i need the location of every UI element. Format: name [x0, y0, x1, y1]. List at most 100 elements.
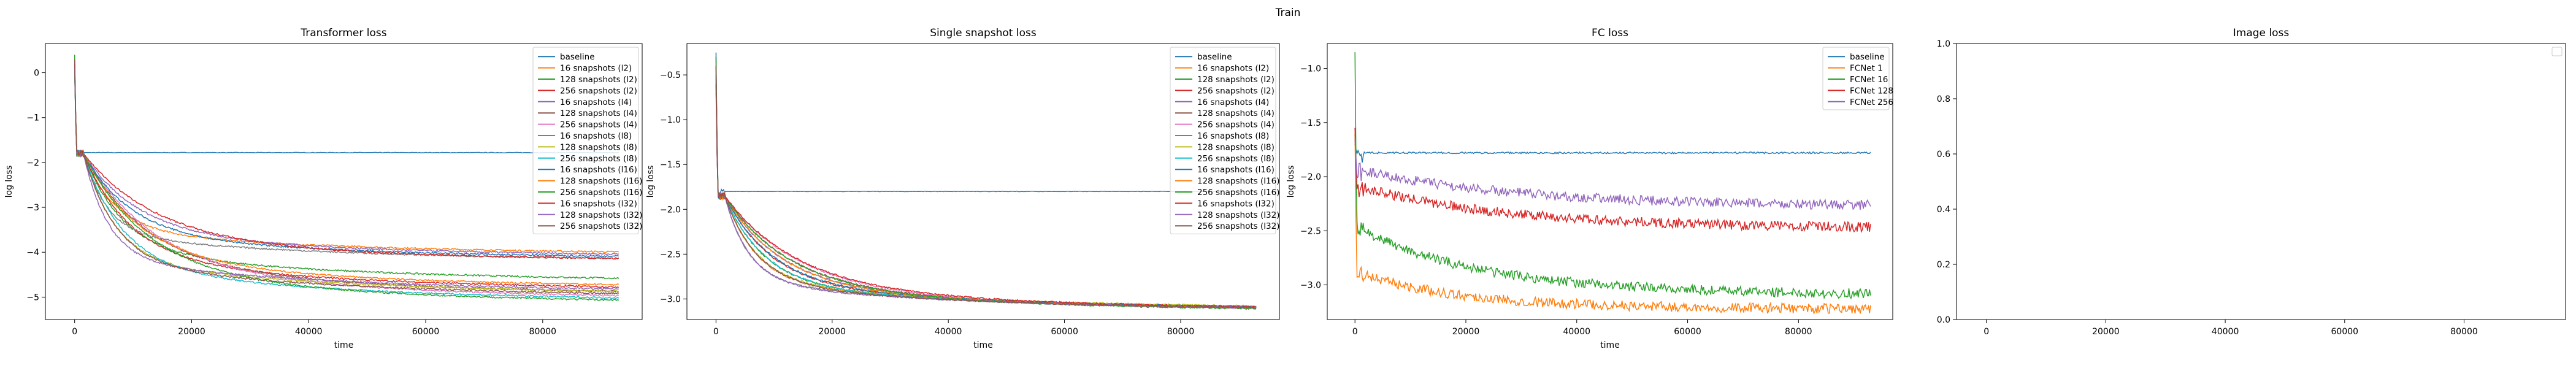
- series-group: [1354, 52, 1871, 315]
- series-line: [74, 68, 619, 291]
- panel-2: Single snapshot loss 0 20000 40000 60000 8000…: [646, 27, 1280, 350]
- y-axis-label: log loss: [4, 166, 14, 198]
- panel-title: FC loss: [1592, 27, 1628, 39]
- panel-4: Image loss 0 20000 40000 60000 80000 0.0 0.2 0.4…: [1937, 27, 2566, 337]
- axes-frame: [45, 43, 643, 320]
- series-line: [74, 72, 619, 302]
- y-tick-label: −0.5: [660, 71, 681, 80]
- panel-3: FC loss 0 20000 40000 60000 80000 −3.0 −2.5 −2.0…: [1286, 27, 1893, 350]
- legend-entry: 256 snapshots (l16): [560, 188, 642, 197]
- legend-entry: 256 snapshots (l4): [1197, 120, 1275, 130]
- x-tick-label: 20000: [2092, 327, 2120, 337]
- legend-entry: 256 snapshots (l32): [1197, 221, 1279, 231]
- legend-entry: 256 snapshots (l32): [560, 221, 642, 231]
- x-tick-label: 40000: [935, 327, 962, 337]
- y-tick-label: −2: [26, 158, 39, 168]
- x-axis-label: time: [334, 340, 354, 350]
- legend-entry: 128 snapshots (l16): [560, 177, 642, 186]
- legend-entry: 16 snapshots (l16): [1197, 165, 1275, 175]
- legend-entry: baseline: [560, 52, 595, 62]
- y-tick-label: 0.2: [1937, 260, 1950, 270]
- series-line: [715, 83, 1257, 309]
- x-tick-label: 0: [1352, 327, 1358, 337]
- legend-entry: 128 snapshots (l4): [560, 109, 637, 118]
- legend-entry: 128 snapshots (l8): [560, 142, 637, 152]
- panel-title: Image loss: [2233, 27, 2290, 39]
- series-line: [715, 52, 1257, 196]
- series-group: [74, 55, 619, 302]
- y-tick-label: −2.5: [1300, 226, 1321, 236]
- x-tick-label: 20000: [1452, 327, 1480, 337]
- x-tick-label: 80000: [529, 327, 557, 337]
- x-tick-label: 60000: [2331, 327, 2359, 337]
- y-tick-label: −1.0: [660, 115, 681, 125]
- y-tick-label: −1.5: [1300, 118, 1321, 128]
- legend-entry: 16 snapshots (l4): [560, 98, 632, 107]
- x-tick-label: 60000: [412, 327, 440, 337]
- y-tick-label: 0.6: [1937, 150, 1950, 159]
- y-axis-label: log loss: [1286, 166, 1296, 198]
- legend-entry: 256 snapshots (l4): [560, 120, 637, 130]
- legend-entry: 128 snapshots (l8): [1197, 142, 1275, 152]
- x-tick-label: 0: [713, 327, 719, 337]
- y-tick-label: −1: [26, 113, 39, 123]
- series-group: [715, 52, 1257, 310]
- x-tick-label: 80000: [2450, 327, 2478, 337]
- y-tick-label: −1.5: [660, 160, 681, 170]
- legend-entry: FCNet 1: [1850, 64, 1883, 74]
- legend-frame: [1822, 47, 1890, 110]
- panel-1: Transformer loss 0 20000 40000 60000 80000 −5 −…: [4, 27, 643, 350]
- legend-frame: [532, 47, 639, 234]
- series-line: [74, 63, 619, 256]
- legend-entry: 128 snapshots (l4): [1197, 109, 1275, 118]
- x-tick-label: 0: [72, 327, 77, 337]
- y-tick-label: 0.4: [1937, 205, 1950, 215]
- y-tick-label: 0.0: [1937, 315, 1950, 325]
- y-tick-label: 0: [34, 69, 39, 79]
- series-line: [1354, 144, 1871, 163]
- legend-entry: 16 snapshots (l4): [1197, 98, 1269, 107]
- series-line: [74, 63, 619, 156]
- panel-title: Transformer loss: [300, 27, 386, 39]
- y-tick-label: −2.5: [660, 250, 681, 259]
- series-line: [1354, 52, 1871, 300]
- legend-entry: 16 snapshots (l2): [560, 64, 632, 74]
- series-line: [74, 59, 619, 253]
- axes-frame: [686, 43, 1280, 320]
- y-tick-label: −2.0: [660, 205, 681, 215]
- y-tick-label: −2.0: [1300, 172, 1321, 182]
- legend-frame-empty: [2551, 47, 2563, 56]
- y-tick-label: −1.0: [1300, 64, 1321, 74]
- y-tick-label: −3.0: [660, 294, 681, 304]
- legend-entry: 16 snapshots (l2): [1197, 64, 1269, 74]
- legend-entry: 128 snapshots (l32): [560, 210, 642, 220]
- legend-entry: 16 snapshots (l32): [560, 199, 637, 209]
- legend-entry: 256 snapshots (l8): [560, 154, 637, 164]
- series-line: [1354, 128, 1871, 233]
- x-tick-label: 40000: [295, 327, 323, 337]
- series-line: [715, 66, 1257, 309]
- y-tick-label: −5: [26, 293, 39, 302]
- legend-frame: [1170, 47, 1276, 234]
- legend-entry: FCNet 256: [1850, 98, 1893, 107]
- y-tick-label: 1.0: [1937, 39, 1950, 49]
- x-tick-label: 20000: [818, 327, 846, 337]
- legend-entry: FCNet 16: [1850, 75, 1888, 85]
- y-tick-label: −4: [26, 248, 39, 258]
- x-tick-label: 40000: [2212, 327, 2239, 337]
- legend-entry: 128 snapshots (l2): [1197, 75, 1275, 85]
- series-line: [74, 68, 619, 288]
- x-tick-label: 60000: [1051, 327, 1078, 337]
- legend-entry: 256 snapshots (l16): [1197, 188, 1279, 197]
- axes-frame: [1956, 43, 2566, 320]
- series-line: [74, 63, 619, 260]
- y-tick-label: 0.8: [1937, 94, 1950, 104]
- legend-entry: FCNet 128: [1850, 86, 1893, 96]
- x-tick-label: 60000: [1674, 327, 1701, 337]
- legend-entry: 128 snapshots (l2): [560, 75, 637, 85]
- x-axis-label: time: [973, 340, 993, 350]
